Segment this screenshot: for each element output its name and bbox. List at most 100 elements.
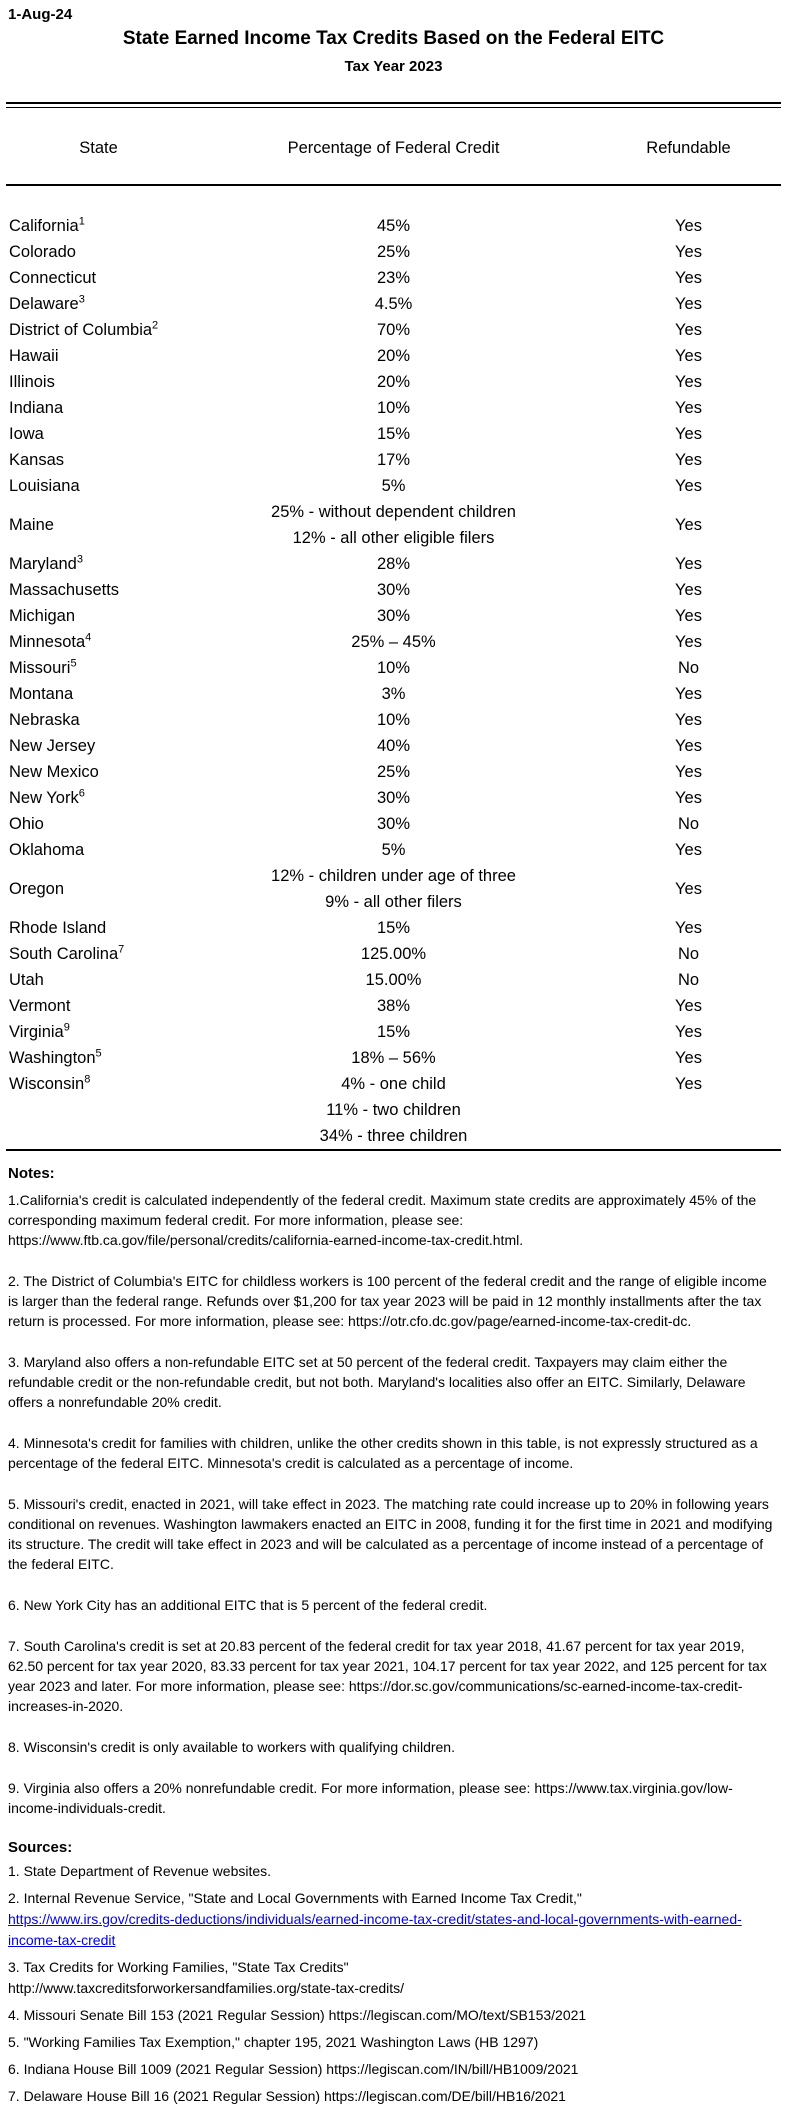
state-name: Minnesota bbox=[9, 633, 86, 651]
percentage-cell: 10% bbox=[191, 707, 596, 733]
table-row: Missouri5 10% No bbox=[6, 655, 781, 681]
percentage-line: 23% bbox=[376, 269, 411, 287]
refundable-cell: No bbox=[677, 815, 700, 833]
state-cell: Louisiana bbox=[6, 473, 191, 499]
source-item: 5. "Working Families Tax Exemption," cha… bbox=[8, 2032, 779, 2053]
state-name: Utah bbox=[9, 971, 44, 989]
date-label: 1-Aug-24 bbox=[8, 6, 73, 23]
table-bottom-rule bbox=[6, 1149, 781, 1151]
state-name: Wisconsin bbox=[9, 1075, 85, 1093]
state-cell: Oregon bbox=[6, 876, 191, 902]
state-name: Louisiana bbox=[9, 477, 80, 495]
table-row: Oregon 12% - children under age of three 9… bbox=[6, 863, 781, 915]
table-row: Connecticut 23% Yes bbox=[6, 265, 781, 291]
note-item: 8. Wisconsin's credit is only available … bbox=[8, 1739, 455, 1755]
state-cell: New York6 bbox=[6, 785, 191, 811]
percentage-line: 20% bbox=[376, 373, 411, 391]
percentage-cell: 23% bbox=[191, 265, 596, 291]
table-row: Illinois 20% Yes bbox=[6, 369, 781, 395]
state-name: Hawaii bbox=[9, 347, 59, 365]
refundable-cell: No bbox=[677, 945, 700, 963]
refundable-cell: Yes bbox=[675, 555, 702, 573]
state-cell: Delaware3 bbox=[6, 291, 191, 317]
percentage-cell: 30% bbox=[191, 577, 596, 603]
percentage-line: 30% bbox=[376, 607, 411, 625]
percentage-line: 25% bbox=[376, 763, 411, 781]
source-text: 5. "Working Families Tax Exemption," cha… bbox=[8, 2034, 539, 2050]
percentage-line: 30% bbox=[376, 581, 411, 599]
refundable-cell: Yes bbox=[675, 516, 702, 534]
percentage-cell: 10% bbox=[191, 395, 596, 421]
footnote-marker: 3 bbox=[78, 293, 85, 306]
state-name: Maryland bbox=[9, 555, 77, 573]
refundable-cell: Yes bbox=[675, 243, 702, 261]
percentage-line: 5% bbox=[381, 477, 406, 495]
state-name: Massachusetts bbox=[9, 581, 120, 599]
state-name: Vermont bbox=[9, 997, 71, 1015]
percentage-line: 25% bbox=[376, 243, 411, 261]
table-body: California1 45% Yes Colorado 25% Yes Connectic… bbox=[6, 186, 781, 1149]
percentage-cell: 25% – 45% bbox=[191, 629, 596, 655]
percentage-line: 15.00% bbox=[365, 971, 422, 989]
refundable-cell: Yes bbox=[675, 1049, 702, 1067]
percentage-cell: 15% bbox=[191, 1019, 596, 1045]
state-name: Colorado bbox=[9, 243, 76, 261]
state-cell: Vermont bbox=[6, 993, 191, 1019]
state-cell: Iowa bbox=[6, 421, 191, 447]
page-title: State Earned Income Tax Credits Based on… bbox=[122, 28, 665, 49]
refundable-cell: Yes bbox=[675, 633, 702, 651]
state-cell: Michigan bbox=[6, 603, 191, 629]
table-row: Michigan 30% Yes bbox=[6, 603, 781, 629]
percentage-line: 40% bbox=[376, 737, 411, 755]
refundable-cell: Yes bbox=[675, 789, 702, 807]
state-cell: Oklahoma bbox=[6, 837, 191, 863]
table-row: New Jersey 40% Yes bbox=[6, 733, 781, 759]
note-item: 3. Maryland also offers a non-refundable… bbox=[8, 1354, 746, 1410]
table-row: Ohio 30% No bbox=[6, 811, 781, 837]
state-name: New Jersey bbox=[9, 737, 96, 755]
percentage-line: 15% bbox=[376, 425, 411, 443]
source-item: 6. Indiana House Bill 1009 (2021 Regular… bbox=[8, 2059, 779, 2080]
refundable-cell: No bbox=[677, 659, 700, 677]
percentage-line: 30% bbox=[376, 815, 411, 833]
percentage-cell: 18% – 56% bbox=[191, 1045, 596, 1071]
source-text: 3. Tax Credits for Working Families, "St… bbox=[8, 1959, 349, 1975]
table-row: Colorado 25% Yes bbox=[6, 239, 781, 265]
footnote-marker: 4 bbox=[85, 631, 92, 644]
sources-section: Sources: 1. State Department of Revenue … bbox=[6, 1839, 781, 2107]
refundable-cell: Yes bbox=[675, 373, 702, 391]
footnote-marker: 5 bbox=[70, 657, 77, 670]
state-cell: Massachusetts bbox=[6, 577, 191, 603]
percentage-cell: 10% bbox=[191, 655, 596, 681]
state-cell: Nebraska bbox=[6, 707, 191, 733]
percentage-cell: 15.00% bbox=[191, 967, 596, 993]
percentage-line: 70% bbox=[376, 321, 411, 339]
source-link[interactable]: https://www.irs.gov/credits-deductions/i… bbox=[8, 1911, 742, 1948]
state-name: South Carolina bbox=[9, 945, 119, 963]
refundable-cell: Yes bbox=[675, 737, 702, 755]
refundable-cell: Yes bbox=[675, 1075, 702, 1093]
sources-heading: Sources: bbox=[8, 1839, 73, 1856]
percentage-line: 125.00% bbox=[360, 945, 427, 963]
notes-section: Notes: 1.California's credit is calculat… bbox=[6, 1165, 781, 1818]
footnote-marker: 1 bbox=[78, 215, 85, 228]
state-name: Missouri bbox=[9, 659, 71, 677]
state-cell: Montana bbox=[6, 681, 191, 707]
percentage-line: 4% - one child bbox=[341, 1075, 446, 1093]
state-name: Delaware bbox=[9, 295, 79, 313]
refundable-cell: Yes bbox=[675, 477, 702, 495]
percentage-line: 5% bbox=[381, 841, 406, 859]
table-row: Louisiana 5% Yes bbox=[6, 473, 781, 499]
refundable-cell: Yes bbox=[675, 711, 702, 729]
note-item: 2. The District of Columbia's EITC for c… bbox=[8, 1273, 767, 1329]
percentage-line: 12% - children under age of three bbox=[271, 867, 516, 885]
note-item: 1.California's credit is calculated inde… bbox=[8, 1192, 757, 1248]
percentage-line: 15% bbox=[376, 919, 411, 937]
table-row: Hawaii 20% Yes bbox=[6, 343, 781, 369]
refundable-cell: Yes bbox=[675, 1023, 702, 1041]
footnote-marker: 2 bbox=[152, 319, 159, 332]
refundable-cell: Yes bbox=[675, 321, 702, 339]
note-item: 9. Virginia also offers a 20% nonrefunda… bbox=[8, 1780, 733, 1816]
table-row: Oklahoma 5% Yes bbox=[6, 837, 781, 863]
